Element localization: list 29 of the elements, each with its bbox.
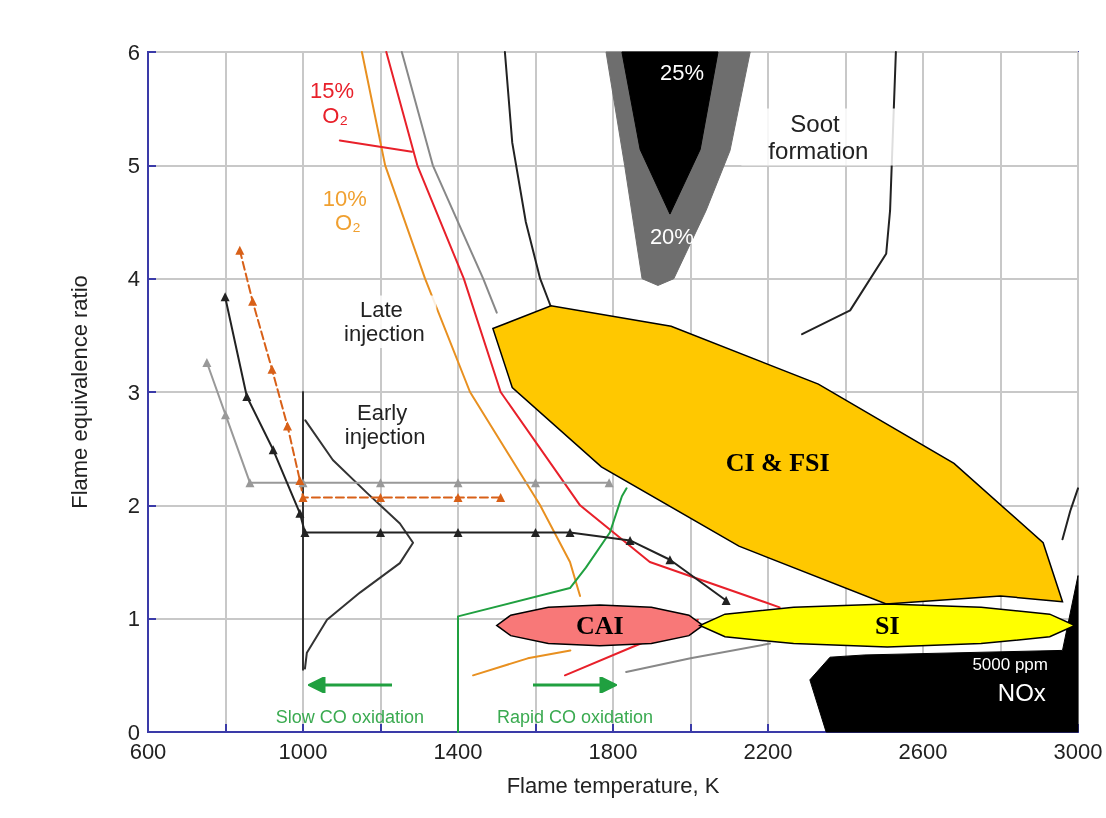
y-tick-label: 0 [127,719,140,745]
annotation: NOx [997,678,1046,706]
y-tick-label: 6 [127,39,140,65]
annotation: 20% [649,224,694,250]
y-tick-label: 3 [127,379,140,405]
annotation: 10% O₂ [322,186,374,236]
x-tick-label: 1000 [278,738,328,764]
y-tick-label: 2 [127,492,140,518]
x-tick-label: 2600 [898,738,948,764]
series-label: SI [875,610,900,640]
x-axis-title: Flame temperature, K [506,772,720,798]
annotation: Rapid CO oxidation [496,707,654,728]
annotation: 15% O₂ [310,78,361,128]
series-label: CI & FSI [725,448,830,478]
annotation: Late injection [344,297,425,347]
y-tick-label: 4 [127,266,140,292]
x-tick-label: 2200 [743,738,793,764]
x-tick-label: 3000 [1053,738,1103,764]
y-axis-title: Flame equivalence ratio [66,275,92,509]
annotation: Early injection [344,400,426,450]
annotation: 5000 ppm [972,654,1048,674]
series-label: CAI [575,610,624,640]
y-tick-label: 5 [127,152,140,178]
y-tick-label: 1 [127,606,140,632]
x-tick-label: 1800 [588,738,638,764]
annotation: 25% [659,59,704,85]
annotation: Soot formation [768,110,869,164]
x-tick-label: 1400 [433,738,483,764]
annotation: Slow CO oxidation [275,707,424,728]
